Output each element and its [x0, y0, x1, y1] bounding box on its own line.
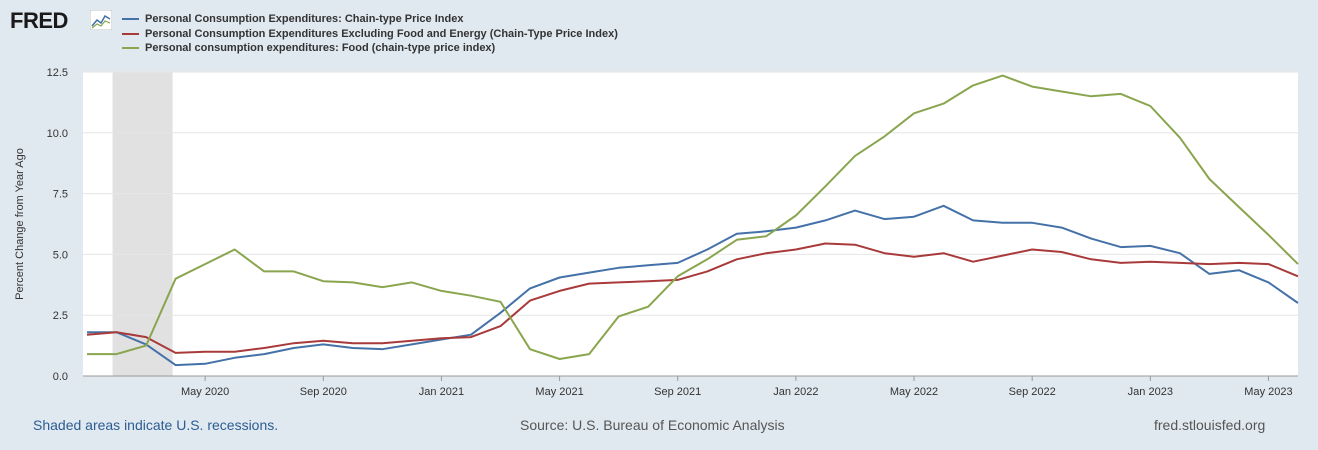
x-tick-label: Sep 2021	[654, 386, 701, 398]
legend-swatch-pce	[122, 18, 139, 21]
legend-item-food-pce: Personal consumption expenditures: Food …	[122, 41, 618, 56]
legend-item-core-pce: Personal Consumption Expenditures Exclud…	[122, 27, 618, 42]
x-tick-label: May 2021	[535, 386, 583, 398]
y-tick-label: 5.0	[53, 249, 68, 261]
x-tick-label: May 2020	[181, 386, 229, 398]
series-line-0[interactable]	[87, 204, 1299, 367]
legend-label-core-pce: Personal Consumption Expenditures Exclud…	[145, 27, 618, 40]
legend-swatch-core-pce	[122, 32, 139, 35]
x-tick-label: May 2022	[890, 386, 938, 398]
x-tick-label: Jan 2021	[419, 386, 464, 398]
series-line-1[interactable]	[86, 242, 1299, 354]
x-tick-label: Sep 2022	[1009, 386, 1056, 398]
source-note: Source: U.S. Bureau of Economic Analysis	[520, 417, 785, 433]
fred-graph-icon	[90, 10, 112, 30]
legend-label-food-pce: Personal consumption expenditures: Food …	[145, 42, 496, 55]
x-tick-label: Jan 2023	[1128, 386, 1173, 398]
plot-area	[83, 72, 1298, 376]
x-tick-label: Sep 2020	[300, 386, 347, 398]
y-axis: 0.0 2.5 5.0 7.5 10.0 12.5	[47, 67, 1298, 383]
chart-legend: Personal Consumption Expenditures: Chain…	[122, 12, 618, 56]
site-link[interactable]: fred.stlouisfed.org	[1154, 417, 1266, 433]
recession-note[interactable]: Shaded areas indicate U.S. recessions.	[33, 417, 279, 433]
series-lines	[86, 74, 1299, 367]
y-tick-label: 10.0	[47, 128, 68, 140]
y-tick-label: 2.5	[53, 310, 68, 322]
x-tick-label: Jan 2022	[773, 386, 818, 398]
series-line-2[interactable]	[87, 74, 1299, 360]
y-tick-label: 0.0	[53, 371, 68, 383]
line-chart: 0.0 2.5 5.0 7.5 10.0 12.5 May 2020 Sep 2020 Jan…	[14, 67, 1299, 398]
legend-label-pce: Personal Consumption Expenditures: Chain…	[145, 13, 464, 26]
fred-logo[interactable]: FRED	[10, 8, 68, 33]
recession-shading	[112, 72, 173, 376]
legend-swatch-food-pce	[122, 47, 139, 50]
x-tick-label: May 2023	[1244, 386, 1292, 398]
x-axis: May 2020 Sep 2020 Jan 2021 May 2021 Sep 2021…	[181, 376, 1293, 398]
legend-item-pce: Personal Consumption Expenditures: Chain…	[122, 12, 618, 27]
y-axis-label: Percent Change from Year Ago	[14, 148, 26, 300]
y-tick-label: 7.5	[53, 189, 68, 201]
y-tick-label: 12.5	[47, 67, 68, 79]
